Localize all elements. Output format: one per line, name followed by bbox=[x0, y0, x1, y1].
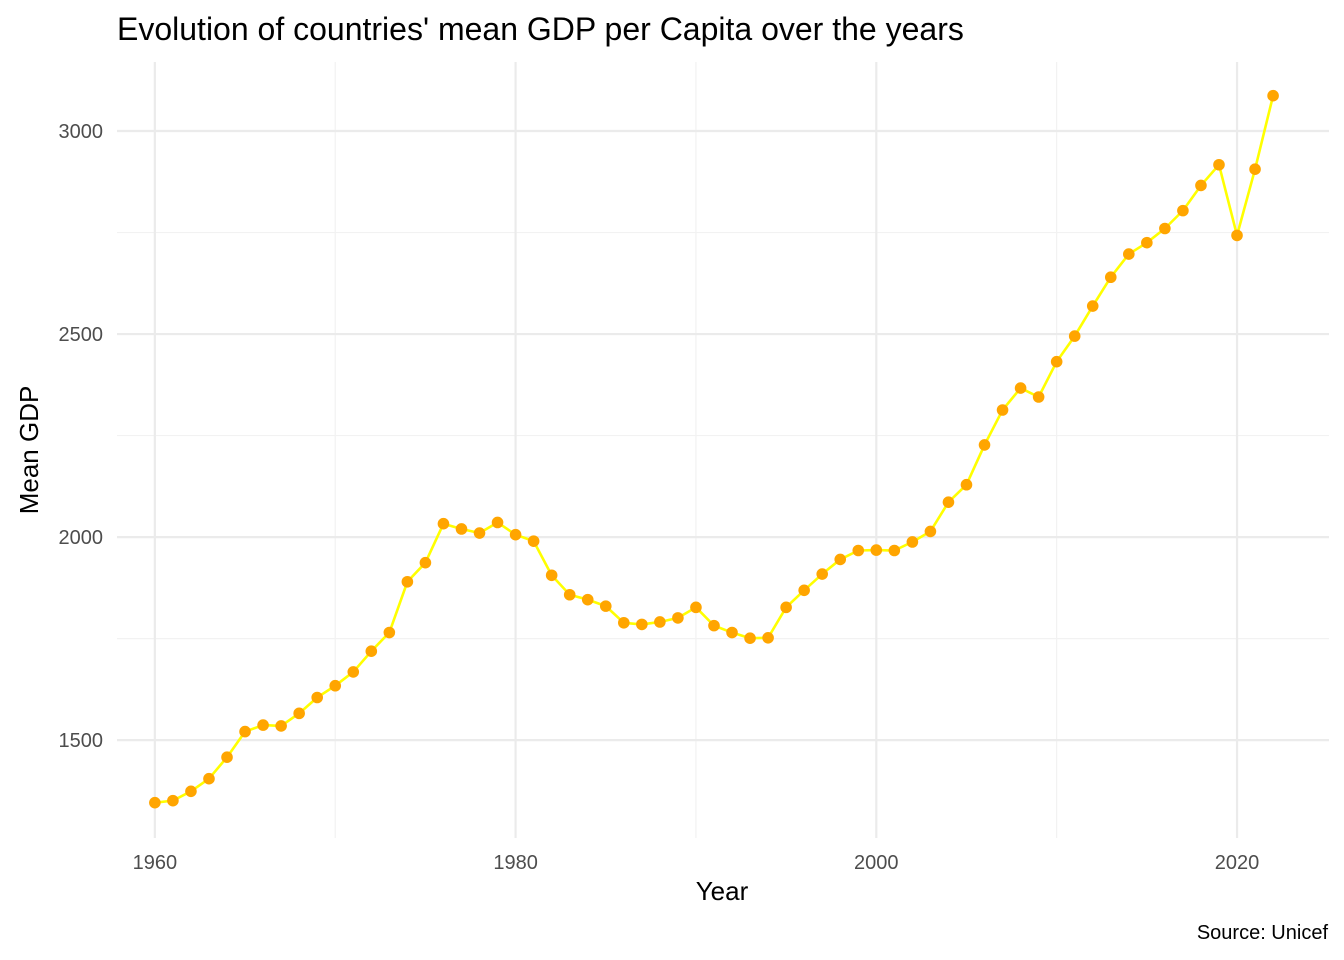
data-point bbox=[1159, 222, 1171, 235]
data-point bbox=[527, 535, 540, 547]
data-point bbox=[1086, 300, 1099, 312]
chart-title: Evolution of countries' mean GDP per Cap… bbox=[117, 11, 964, 47]
data-point bbox=[185, 785, 197, 798]
data-point bbox=[780, 601, 792, 614]
data-point bbox=[1267, 89, 1279, 102]
data-point bbox=[690, 601, 702, 614]
data-point bbox=[293, 707, 305, 720]
data-point bbox=[1032, 391, 1045, 403]
data-point bbox=[1014, 382, 1027, 394]
data-point bbox=[888, 544, 901, 557]
data-point bbox=[852, 544, 865, 557]
data-point bbox=[1141, 236, 1153, 249]
data-point bbox=[419, 556, 432, 569]
data-point bbox=[257, 719, 269, 731]
data-point bbox=[365, 645, 378, 658]
data-point bbox=[906, 536, 919, 548]
data-point bbox=[942, 496, 955, 508]
data-point bbox=[1050, 355, 1063, 368]
chart-caption: Source: Unicef bbox=[1197, 922, 1329, 944]
data-point bbox=[167, 794, 179, 807]
y-tick-label: 3000 bbox=[59, 121, 104, 143]
data-point bbox=[473, 527, 486, 539]
minor-gridlines bbox=[117, 62, 1329, 838]
data-point bbox=[545, 569, 558, 582]
data-point bbox=[816, 568, 828, 580]
data-point bbox=[1068, 330, 1081, 342]
data-point bbox=[978, 439, 991, 451]
x-tick-label: 1980 bbox=[493, 852, 538, 874]
data-point bbox=[1123, 248, 1135, 260]
data-point bbox=[798, 584, 810, 597]
data-point bbox=[924, 525, 937, 538]
data-point bbox=[437, 517, 450, 530]
data-point bbox=[1195, 179, 1207, 192]
data-point bbox=[672, 612, 684, 624]
data-point bbox=[1104, 271, 1117, 284]
data-point bbox=[762, 632, 774, 644]
data-point bbox=[149, 796, 161, 809]
data-point bbox=[455, 523, 468, 535]
data-point bbox=[203, 772, 215, 785]
data-point bbox=[1213, 158, 1225, 171]
data-point bbox=[1231, 229, 1243, 242]
data-point bbox=[744, 632, 756, 645]
data-point bbox=[834, 553, 847, 566]
x-axis-title: Year bbox=[696, 876, 749, 906]
x-axis-ticks: 1960 1980 2000 2020 bbox=[133, 852, 1260, 874]
x-tick-label: 2020 bbox=[1215, 852, 1260, 874]
data-point bbox=[329, 679, 342, 692]
data-point bbox=[960, 478, 973, 491]
data-point bbox=[221, 751, 233, 763]
data-point bbox=[491, 516, 504, 529]
y-tick-label: 2500 bbox=[59, 324, 104, 346]
y-axis-ticks: 1500 2000 2500 3000 bbox=[59, 121, 104, 752]
data-point bbox=[401, 575, 414, 588]
data-point bbox=[870, 544, 883, 556]
data-point bbox=[726, 626, 738, 639]
data-point bbox=[1249, 163, 1261, 175]
y-tick-label: 1500 bbox=[59, 730, 104, 752]
data-point bbox=[636, 618, 648, 631]
data-point bbox=[509, 528, 522, 541]
x-tick-label: 2000 bbox=[854, 852, 899, 874]
data-point bbox=[563, 588, 576, 601]
data-point bbox=[996, 404, 1009, 416]
data-point bbox=[275, 720, 287, 732]
data-point bbox=[311, 691, 324, 704]
data-point bbox=[347, 666, 360, 678]
data-point bbox=[618, 616, 630, 629]
y-axis-title: Mean GDP bbox=[14, 386, 44, 515]
data-point bbox=[654, 616, 666, 628]
series-points-group bbox=[149, 89, 1279, 809]
data-point bbox=[599, 600, 612, 612]
y-tick-label: 2000 bbox=[59, 527, 104, 549]
data-point bbox=[708, 619, 720, 632]
data-point bbox=[239, 725, 251, 738]
data-point bbox=[383, 626, 396, 639]
x-tick-label: 1960 bbox=[133, 852, 178, 874]
major-gridlines bbox=[117, 62, 1329, 838]
data-point bbox=[581, 593, 594, 606]
data-point bbox=[1177, 204, 1189, 217]
